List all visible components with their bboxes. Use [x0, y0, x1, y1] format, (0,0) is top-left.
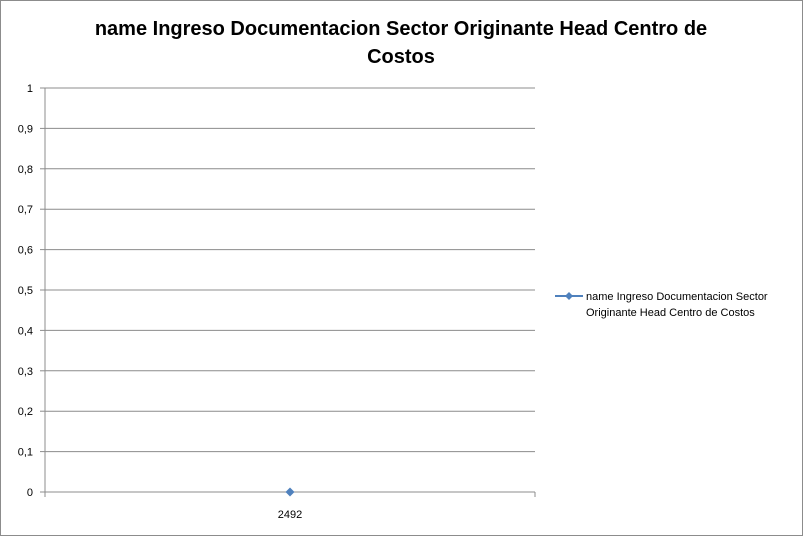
chart-title: name Ingreso Documentacion Sector Origin… [94, 18, 708, 68]
y-tick-label: 0,6 [18, 245, 33, 257]
x-tick-label: 2492 [278, 509, 302, 521]
y-tick-label: 1 [27, 83, 33, 95]
y-tick-label: 0,5 [18, 285, 33, 297]
gridlines [45, 87, 535, 453]
legend-marker-icon [555, 292, 583, 300]
y-tick-label: 0,7 [18, 204, 33, 216]
y-tick-label: 0,1 [18, 447, 33, 459]
x-tick-labels: 2492 [278, 509, 302, 521]
y-tick-labels: 0 0,1 0,2 0,3 0,4 0,5 0,6 0,7 0,8 0,9 1 [18, 83, 33, 499]
axes [40, 87, 536, 497]
y-tick-label: 0,3 [18, 366, 33, 378]
y-tick-label: 0,4 [18, 325, 33, 337]
y-tick-label: 0,2 [18, 406, 33, 418]
data-point [285, 487, 295, 497]
series-layer [285, 487, 295, 497]
y-tick-label: 0,8 [18, 164, 33, 176]
legend-label: name Ingreso Documentacion Sector Origin… [586, 291, 768, 319]
y-tick-label: 0 [27, 487, 33, 499]
y-tick-label: 0,9 [18, 123, 33, 135]
